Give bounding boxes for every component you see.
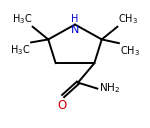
Text: H: H [71, 14, 79, 24]
Text: CH$_3$: CH$_3$ [120, 44, 140, 58]
Text: CH$_3$: CH$_3$ [118, 12, 138, 26]
Text: N: N [71, 25, 79, 35]
Text: H$_3$C: H$_3$C [10, 43, 30, 57]
Text: NH$_2$: NH$_2$ [99, 82, 120, 95]
Text: H$_3$C: H$_3$C [12, 12, 32, 26]
Text: O: O [57, 99, 66, 112]
